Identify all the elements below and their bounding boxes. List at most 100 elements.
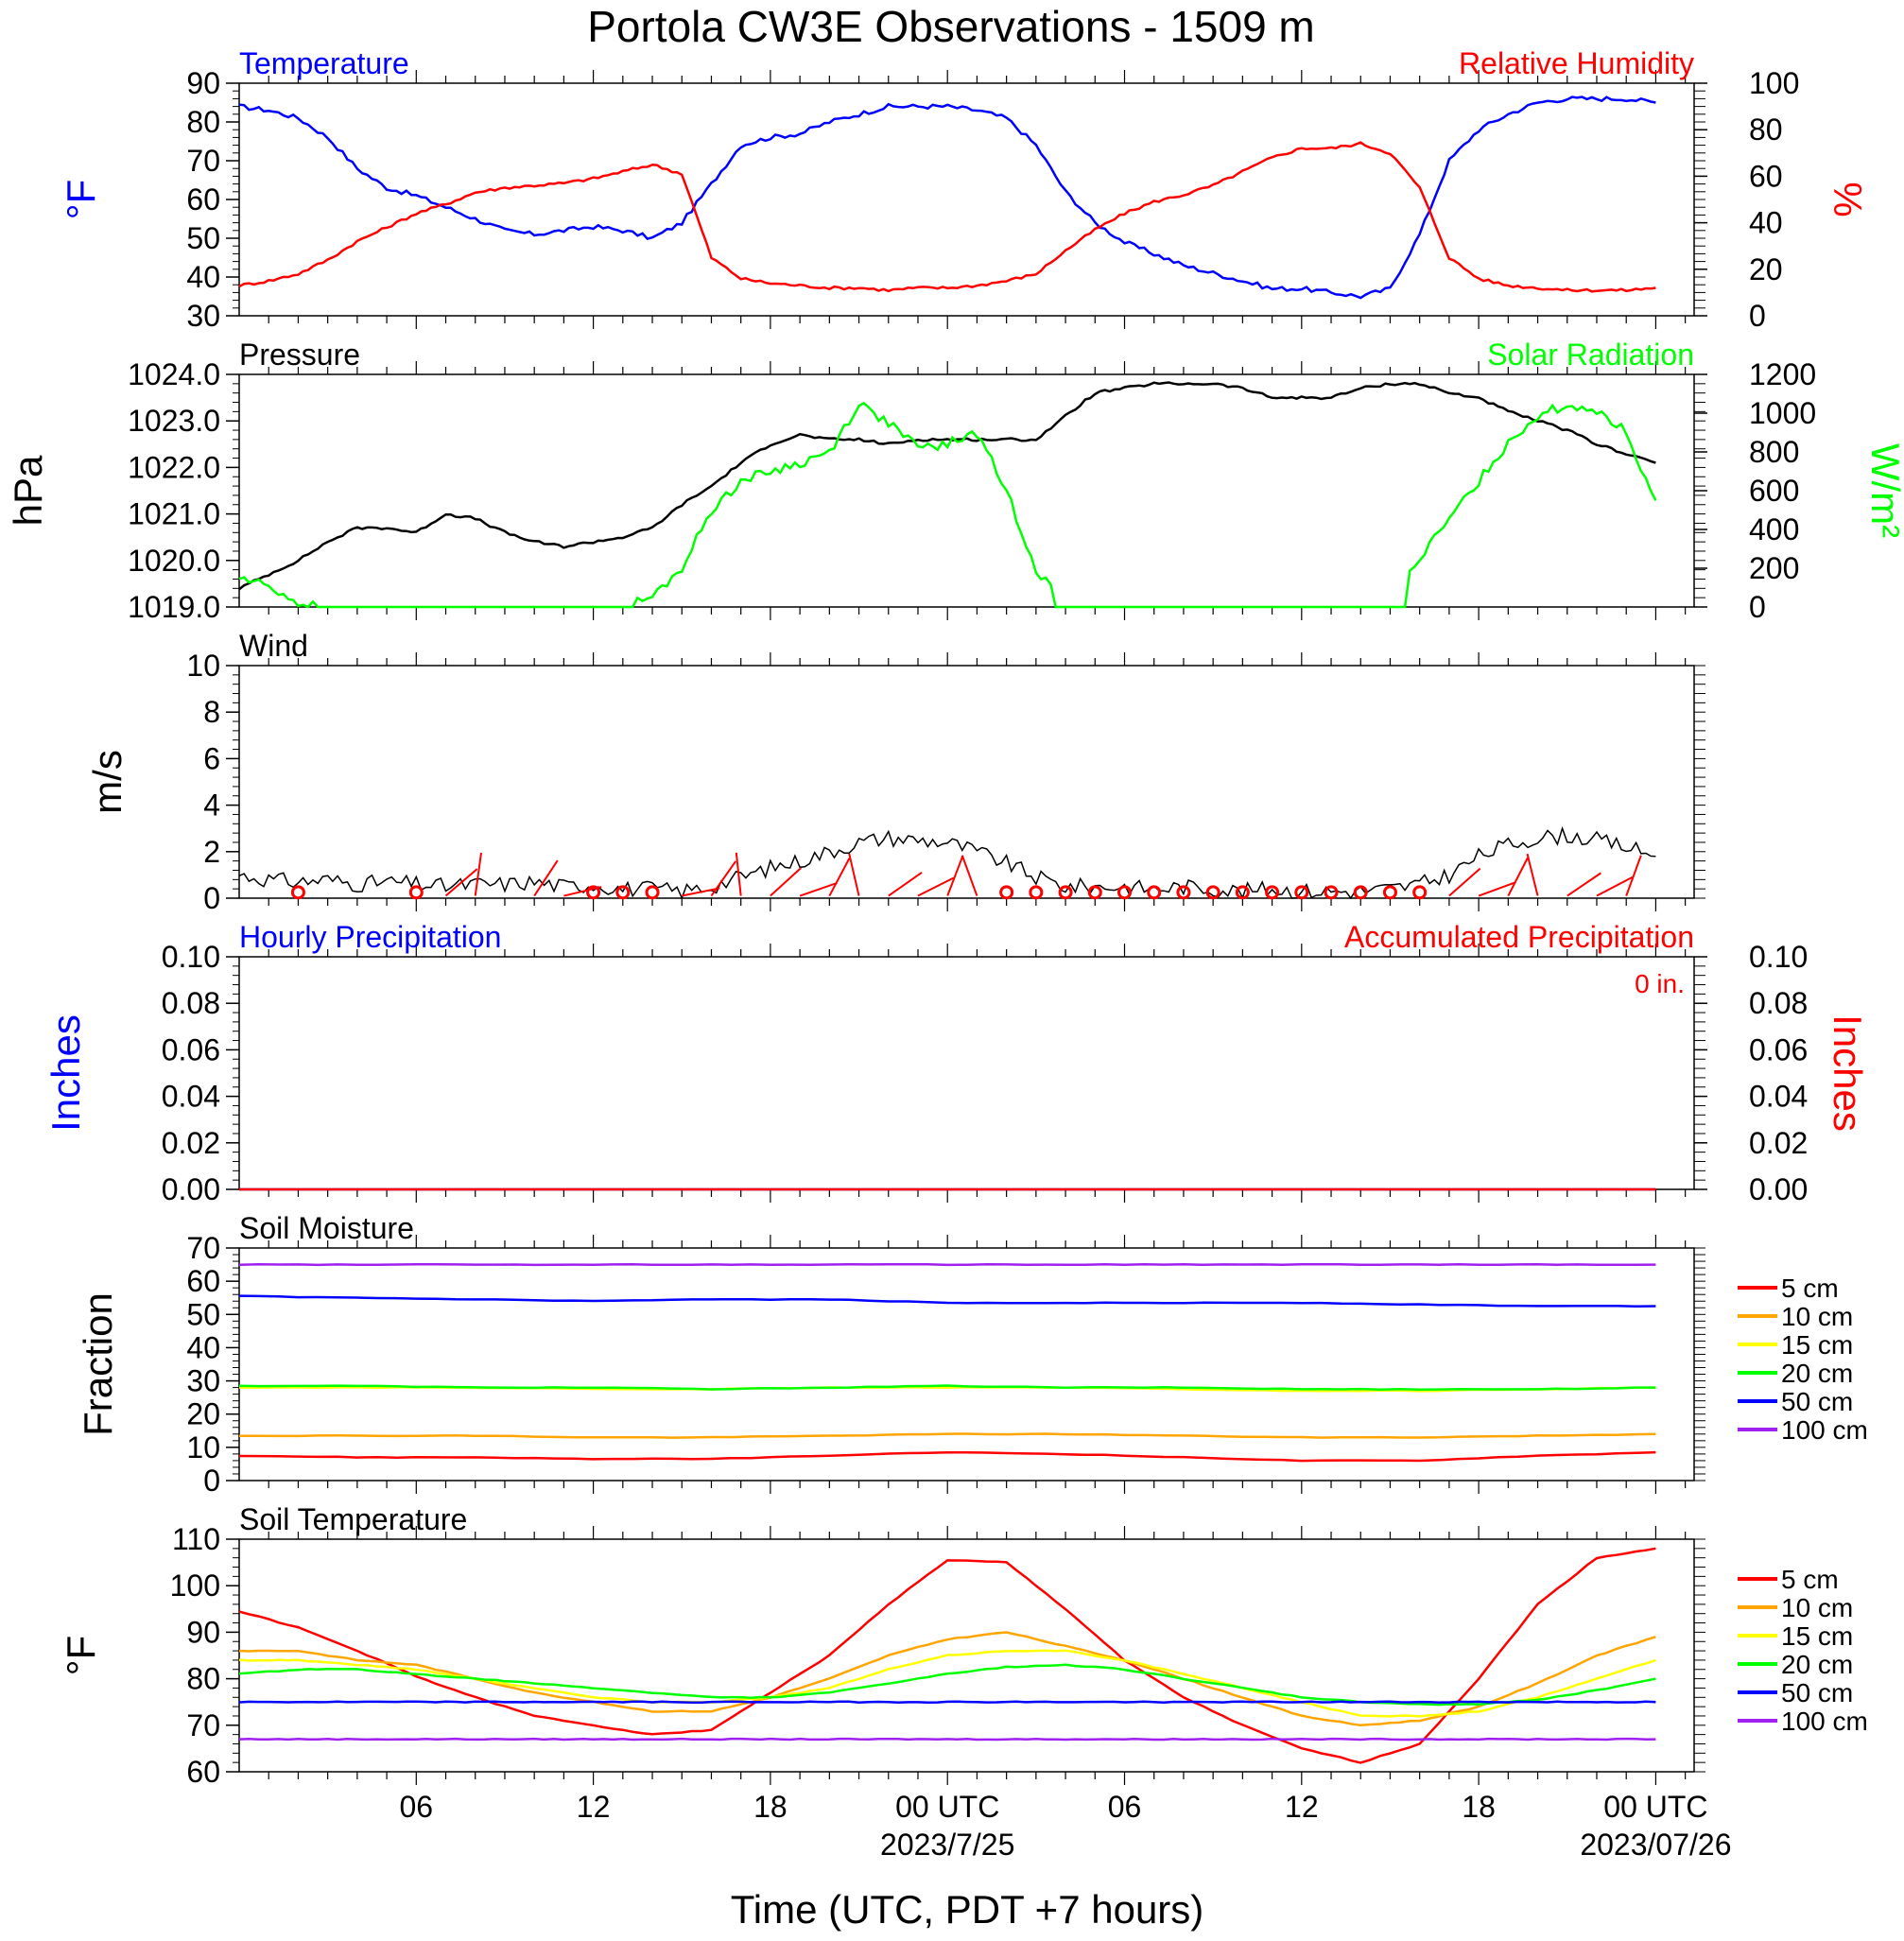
right-tick-label: 0.06 [1749,1032,1808,1066]
wind-barb [848,853,860,896]
left-tick-label: 40 [186,260,220,294]
left-tick-label: 60 [186,182,220,217]
calm-wind-marker [1087,885,1102,900]
wind-barb [946,855,964,896]
series-line-10-cm [239,1432,1656,1439]
left-tick-label: 2 [203,835,220,869]
legend-label: 50 cm [1781,1678,1853,1707]
left-tick-label: 8 [203,695,220,729]
calm-wind-marker [1029,885,1044,900]
series-line-temperature [238,95,1656,300]
left-tick-label: 30 [186,299,220,333]
left-tick-label: 0.00 [162,1172,220,1206]
wind-barb [770,867,802,897]
calm-wind-marker [408,885,424,900]
left-tick-label: 0.08 [162,986,220,1020]
panel-title-left: Temperature [239,46,409,80]
left-tick-label: 90 [186,1615,220,1649]
legend-label: 5 cm [1781,1565,1839,1594]
series-line-50-cm [238,1294,1656,1308]
legend-label: 10 cm [1781,1593,1853,1622]
left-tick-label: 1019.0 [128,590,220,624]
left-tick-label: 0 [203,1464,220,1498]
legend-label: 20 cm [1781,1359,1853,1388]
left-unit-label: Inches [43,1014,88,1132]
wind-barb [1478,881,1516,897]
calm-wind-marker [645,885,660,900]
right-tick-label: 20 [1749,252,1783,286]
left-tick-label: 1024.0 [128,357,220,391]
wind-barb [1507,857,1529,896]
series-line-5-cm [238,1450,1656,1463]
panel-title-right: Relative Humidity [1459,46,1694,80]
series-line-50-cm [238,1700,1656,1704]
plot-frame [238,1538,1695,1773]
right-tick-label: 60 [1749,159,1783,193]
series-line-solar-radiation [238,401,1657,609]
right-tick-label: 100 [1749,66,1799,100]
right-tick-label: 400 [1749,512,1799,546]
right-tick-label: 0 [1749,299,1766,333]
left-tick-label: 30 [186,1364,220,1398]
wind-barb [1448,867,1481,897]
left-tick-label: 10 [186,1430,220,1464]
calm-wind-marker [1117,885,1133,900]
left-tick-label: 6 [203,741,220,775]
legend-label: 50 cm [1781,1387,1853,1416]
wind-barb [917,876,955,897]
panel-title-right: Accumulated Precipitation [1344,920,1694,954]
right-tick-label: 40 [1749,206,1783,240]
series-line-wind-speed [238,825,1656,900]
left-unit-label: °F [59,180,103,219]
panel-title-left: Wind [239,629,308,663]
panel-precip: 0.00 0.02 0.04 0.06 0.08 0.10 0.00 0.02 0.04 0.06… [43,920,1870,1206]
left-unit-label: m/s [85,750,130,814]
calm-wind-marker [1324,885,1339,900]
series-line-relative-humidity [238,141,1656,293]
left-tick-label: 1022.0 [128,450,220,484]
calm-wind-marker [290,885,305,900]
panel-temp_rh: 30 40 50 60 70 80 90 0 20 40 60 80 100 Temperature Rel… [59,46,1870,333]
left-tick-label: 50 [186,1297,220,1331]
wind-barb [1596,875,1634,897]
calm-wind-marker [1412,885,1428,900]
wind-barb [444,868,478,897]
panel-title-right: Solar Radiation [1487,338,1694,372]
left-tick-label: 4 [203,789,220,823]
wind-barb [682,887,720,897]
left-tick-label: 110 [172,1522,220,1556]
legend-label: 20 cm [1781,1650,1853,1679]
left-tick-label: 70 [186,1708,220,1742]
right-tick-label: 1200 [1749,357,1816,391]
x-date-label: 2023/7/25 [880,1828,1014,1862]
x-tick-label: 06 [1108,1790,1142,1824]
calm-wind-marker [1353,885,1368,900]
panel-title-left: Soil Moisture [239,1211,414,1245]
plot-frame [238,665,1695,899]
legend-label: 5 cm [1781,1274,1839,1303]
accumulated-total-label: 0 in. [1635,969,1685,998]
left-tick-label: 1023.0 [128,404,220,438]
right-tick-label: 800 [1749,435,1799,469]
left-unit-label: °F [59,1636,103,1675]
plot-frame [238,1247,1695,1482]
left-tick-label: 100 [170,1568,220,1603]
wind-barb [1526,853,1539,896]
right-tick-label: 200 [1749,551,1799,585]
right-tick-label: 0.10 [1749,940,1808,974]
series-line-100-cm [238,1737,1656,1742]
x-tick-label: 18 [1462,1790,1496,1824]
series-line-20-cm [238,1384,1656,1391]
x-axis-label: Time (UTC, PDT +7 hours) [731,1887,1204,1932]
right-tick-label: 0.04 [1749,1080,1808,1114]
wind-barb [961,855,978,896]
right-tick-label: 0.08 [1749,986,1808,1020]
left-unit-label: hPa [6,455,50,526]
left-tick-label: 0.10 [162,940,220,974]
wind-barb [1625,855,1642,896]
calm-wind-marker [1205,885,1220,900]
wind-barb [799,881,838,897]
left-tick-label: 40 [186,1330,220,1364]
